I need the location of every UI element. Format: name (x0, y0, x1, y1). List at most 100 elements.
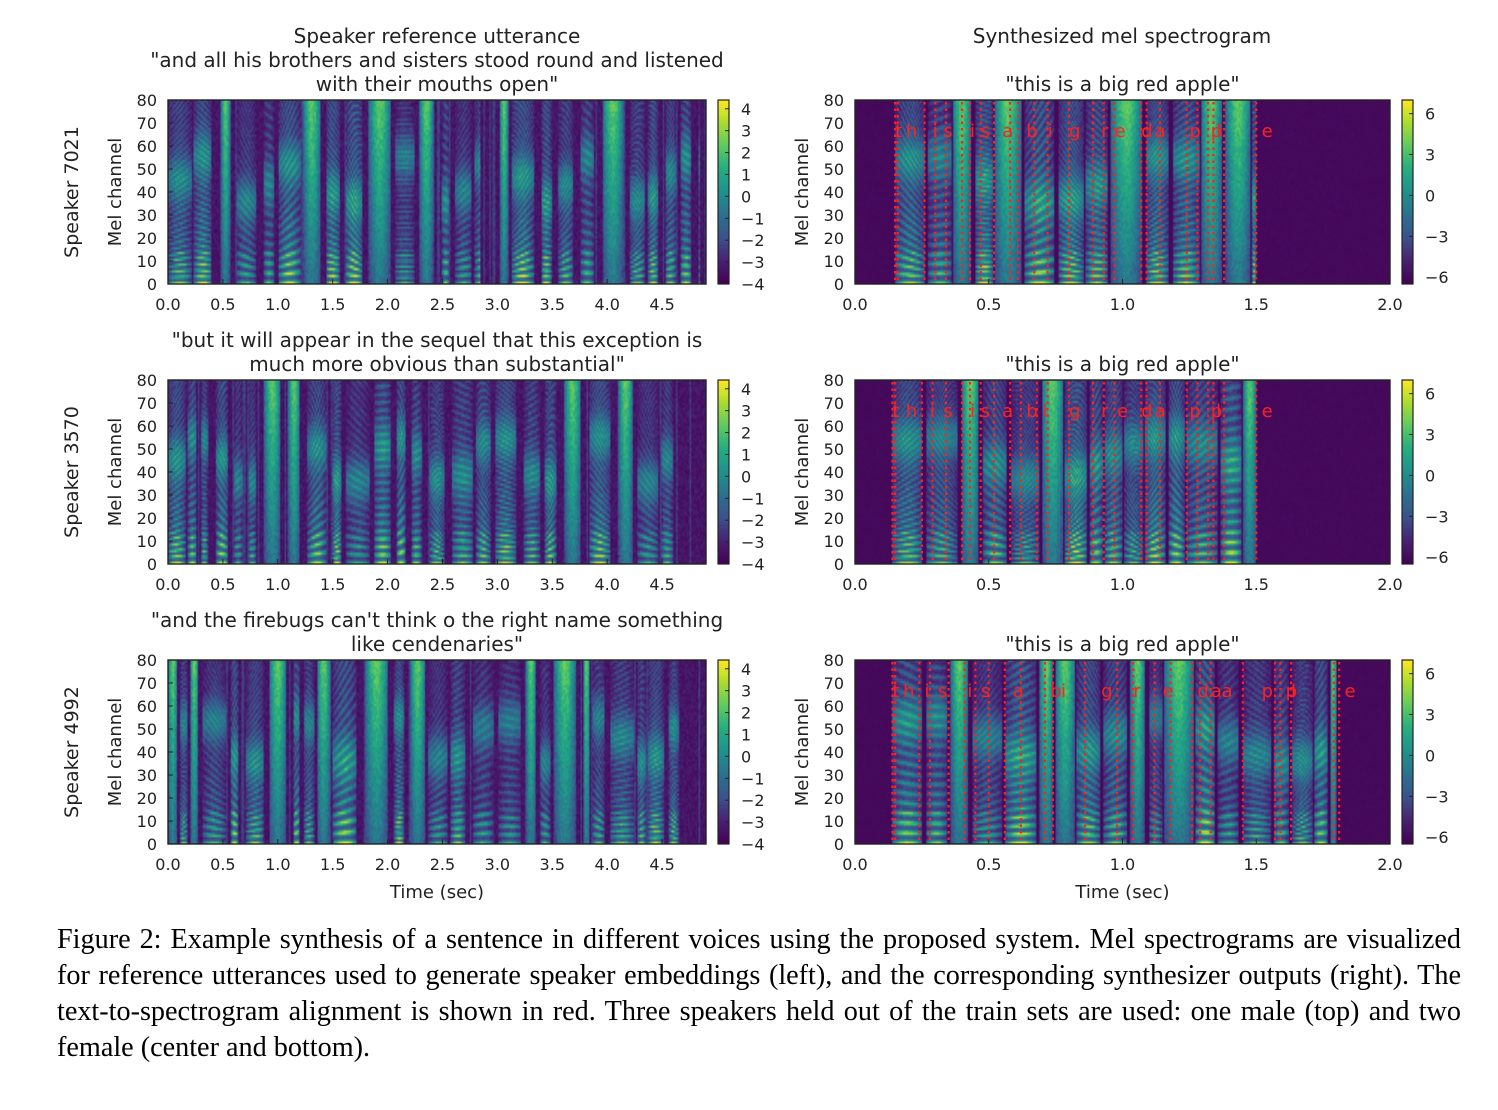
colorbar-gradient (1402, 100, 1413, 284)
y-tick-label: 70 (137, 394, 157, 413)
y-tick-label: 50 (137, 720, 157, 739)
alignment-label: g (1069, 401, 1080, 422)
colorbar-tick-label: 3 (741, 122, 751, 141)
x-tick-label: 0.0 (155, 295, 180, 314)
alignment-label: i (970, 121, 975, 142)
alignment-label: e (1117, 401, 1128, 422)
colorbar-frame (1401, 99, 1414, 285)
colorbar-tick-label: −3 (1425, 227, 1449, 246)
colorbar-frame (717, 659, 730, 845)
alignment-label: l (1291, 681, 1296, 702)
figure-caption: Figure 2: Example synthesis of a sentenc… (57, 922, 1461, 1066)
y-tick-label: 60 (824, 137, 844, 156)
speaker-label: Speaker 4992 (61, 686, 83, 818)
alignment-label: e (1262, 121, 1273, 142)
colorbar-tick-label: 2 (741, 424, 751, 443)
colorbar-tick-label: 2 (741, 704, 751, 723)
speaker-label: Speaker 3570 (61, 406, 83, 538)
x-tick-label: 0.5 (976, 295, 1001, 314)
y-tick-label: 80 (137, 91, 157, 110)
colorbar-tick-label: −4 (741, 835, 765, 854)
colorbar-tick-label: −2 (741, 791, 765, 810)
y-tick-label: 60 (824, 417, 844, 436)
alignment-label: s (943, 401, 952, 422)
speaker-label: Speaker 7021 (61, 126, 83, 258)
alignment-label: a (1155, 401, 1166, 422)
y-tick-label: 20 (137, 229, 157, 248)
colorbar-tick-label: 4 (741, 100, 751, 119)
y-tick-label: 30 (137, 766, 157, 785)
x-tick-label: 1.5 (320, 575, 345, 594)
alignment-label: s (938, 681, 947, 702)
colorbar-tick-label: 0 (741, 747, 751, 766)
x-tick-label: 1.5 (1244, 575, 1269, 594)
y-tick-label: 80 (824, 371, 844, 390)
colorbar-tick-label: 4 (741, 380, 751, 399)
colorbar-frame (1401, 379, 1414, 565)
y-tick-label: 40 (824, 183, 844, 202)
colorbar-tick-label: −2 (741, 231, 765, 250)
x-tick-label: 4.5 (649, 855, 674, 874)
colorbar-tick-label: 6 (1425, 105, 1435, 124)
x-tick-label: 1.0 (1110, 575, 1135, 594)
colorbar-gradient (718, 660, 729, 844)
colorbar-tick-label: 6 (1425, 385, 1435, 404)
y-tick-label: 0 (834, 835, 844, 854)
spectrogram-figure: Speaker reference utterance Synthesized … (61, 24, 1449, 900)
x-tick-label: 0.5 (976, 575, 1001, 594)
alignment-label: p (1286, 681, 1297, 702)
alignment-label: e (1163, 681, 1174, 702)
colorbar-tick-label: 3 (1425, 426, 1435, 445)
colorbar-tick-label: 0 (1425, 466, 1435, 485)
colorbar-tick-label: 6 (1425, 665, 1435, 684)
y-tick-label: 60 (137, 697, 157, 716)
x-tick-label: 0.5 (976, 855, 1001, 874)
y-tick-label: 30 (137, 206, 157, 225)
y-axis-label: Mel channel (792, 418, 813, 527)
y-tick-label: 20 (824, 789, 844, 808)
colorbar-gradient (718, 100, 729, 284)
spectrogram-heatmap (168, 660, 706, 844)
alignment-label: b (1026, 121, 1037, 142)
y-tick-label: 80 (137, 651, 157, 670)
y-axis-label: Mel channel (105, 138, 126, 247)
panel-title: "but it will appear in the sequel that t… (172, 328, 703, 352)
alignment-label: a (1155, 121, 1166, 142)
y-tick-label: 50 (824, 720, 844, 739)
x-tick-label: 3.0 (485, 855, 510, 874)
x-tick-label: 0.5 (210, 295, 235, 314)
y-tick-label: 30 (137, 486, 157, 505)
alignment-label: a (1002, 401, 1013, 422)
alignment-label: a (1013, 681, 1024, 702)
x-tick-label: 2.5 (430, 855, 455, 874)
colorbar-tick-label: −3 (741, 253, 765, 272)
x-tick-label: 2.0 (375, 575, 400, 594)
alignment-label: i (933, 121, 938, 142)
colorbar-tick-label: −3 (741, 813, 765, 832)
y-tick-label: 0 (834, 275, 844, 294)
x-tick-label: 4.5 (649, 295, 674, 314)
y-tick-label: 30 (824, 766, 844, 785)
x-tick-label: 2.0 (375, 855, 400, 874)
colorbar-tick-label: −1 (741, 769, 765, 788)
x-tick-label: 2.0 (1377, 855, 1402, 874)
alignment-label: r (1101, 121, 1109, 142)
alignment-label: s (943, 121, 952, 142)
spectrogram-heatmap (855, 380, 1390, 564)
colorbar-gradient (718, 380, 729, 564)
alignment-label: h (903, 681, 914, 702)
panel-title: like cendenaries" (351, 632, 523, 656)
y-tick-label: 10 (824, 532, 844, 551)
x-tick-label: 4.5 (649, 575, 674, 594)
x-tick-label: 0.0 (842, 855, 867, 874)
alignment-label: l (1216, 121, 1221, 142)
left-column-title: Speaker reference utterance (294, 24, 581, 48)
x-tick-label: 0.0 (842, 295, 867, 314)
x-tick-label: 2.5 (430, 295, 455, 314)
colorbar-tick-label: −3 (1425, 507, 1449, 526)
y-tick-label: 0 (147, 555, 157, 574)
alignment-label: p (1189, 401, 1200, 422)
alignment-label: b (1050, 681, 1061, 702)
colorbar-tick-label: 3 (741, 682, 751, 701)
x-tick-label: 0.5 (210, 575, 235, 594)
